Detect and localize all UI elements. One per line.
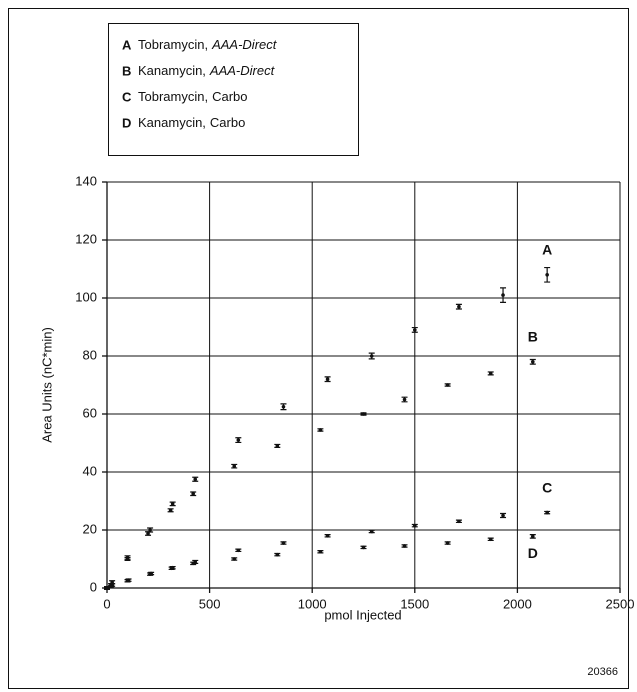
- legend-entry: Tobramycin, AAA-Direct: [138, 37, 278, 52]
- point: [325, 377, 330, 382]
- x-axis-label: pmol Injected: [324, 607, 401, 622]
- point: [109, 584, 113, 589]
- series-label: D: [528, 545, 538, 561]
- point: [361, 412, 366, 416]
- frame: [8, 8, 629, 689]
- point: [457, 304, 461, 309]
- point: [275, 444, 280, 448]
- figure-number: 20366: [587, 666, 618, 678]
- legend-entry: Kanamycin, Carbo: [138, 115, 245, 130]
- point: [148, 572, 152, 576]
- point: [236, 548, 241, 553]
- x-tick-label: 500: [199, 596, 221, 611]
- point: [530, 360, 535, 364]
- point: [191, 491, 195, 496]
- point: [105, 586, 109, 590]
- x-tick-label: 2500: [606, 596, 635, 611]
- y-tick-label: 0: [90, 579, 97, 594]
- legend-entry: Kanamycin, AAA-Direct: [138, 63, 276, 78]
- x-tick-label: 0: [103, 596, 110, 611]
- point: [457, 519, 461, 524]
- y-tick-label: 60: [83, 405, 97, 420]
- y-axis-label: Area Units (nC*min): [39, 327, 54, 443]
- point: [169, 566, 174, 571]
- point: [232, 464, 237, 469]
- y-tick-label: 80: [83, 347, 97, 362]
- legend-method: Carbo: [210, 115, 245, 130]
- point: [236, 438, 241, 442]
- legend-name: Kanamycin,: [138, 115, 206, 130]
- y-tick-label: 40: [83, 463, 97, 478]
- x-tick-label: 1000: [298, 596, 327, 611]
- legend-method: AAA-Direct: [209, 63, 276, 78]
- point: [125, 557, 130, 561]
- point: [148, 528, 152, 532]
- point: [125, 578, 130, 583]
- x-tick-label: 1500: [400, 596, 429, 611]
- point: [318, 549, 323, 554]
- point: [530, 534, 535, 539]
- y-tick-label: 100: [75, 289, 97, 304]
- point: [445, 541, 450, 545]
- point: [193, 477, 198, 482]
- point: [325, 534, 330, 538]
- legend-name: Tobramycin,: [138, 89, 208, 104]
- point: [281, 404, 286, 409]
- y-tick-label: 120: [75, 231, 97, 246]
- point: [445, 383, 450, 387]
- point: [191, 561, 195, 566]
- series-label: B: [528, 329, 538, 345]
- legend-name: Tobramycin,: [138, 37, 208, 52]
- point: [501, 513, 505, 518]
- legend-box: [108, 23, 359, 156]
- point: [146, 531, 150, 536]
- point: [281, 541, 286, 545]
- legend-letter: C: [122, 89, 132, 104]
- series-label: A: [542, 242, 552, 258]
- legend-letter: B: [122, 63, 131, 78]
- point: [361, 545, 366, 550]
- point: [413, 523, 417, 528]
- x-tick-label: 2000: [503, 596, 532, 611]
- point: [488, 537, 493, 542]
- point: [545, 510, 549, 515]
- point: [488, 371, 493, 376]
- point: [545, 273, 549, 277]
- point: [369, 354, 374, 358]
- legend-letter: A: [122, 37, 132, 52]
- point: [413, 328, 417, 332]
- point: [170, 502, 175, 506]
- point: [232, 557, 237, 561]
- legend-method: AAA-Direct: [211, 37, 278, 52]
- point: [275, 552, 280, 557]
- legend-method: Carbo: [212, 89, 247, 104]
- point: [369, 529, 374, 534]
- y-tick-label: 20: [83, 521, 97, 536]
- point: [168, 508, 173, 513]
- legend-entry: Tobramycin, Carbo: [138, 89, 248, 104]
- point: [402, 544, 407, 548]
- point: [402, 397, 407, 402]
- legend-letter: D: [122, 115, 131, 130]
- series-label: C: [542, 479, 552, 495]
- point: [501, 293, 505, 297]
- point: [318, 428, 323, 432]
- legend-name: Kanamycin,: [138, 63, 206, 78]
- y-tick-label: 140: [75, 173, 97, 188]
